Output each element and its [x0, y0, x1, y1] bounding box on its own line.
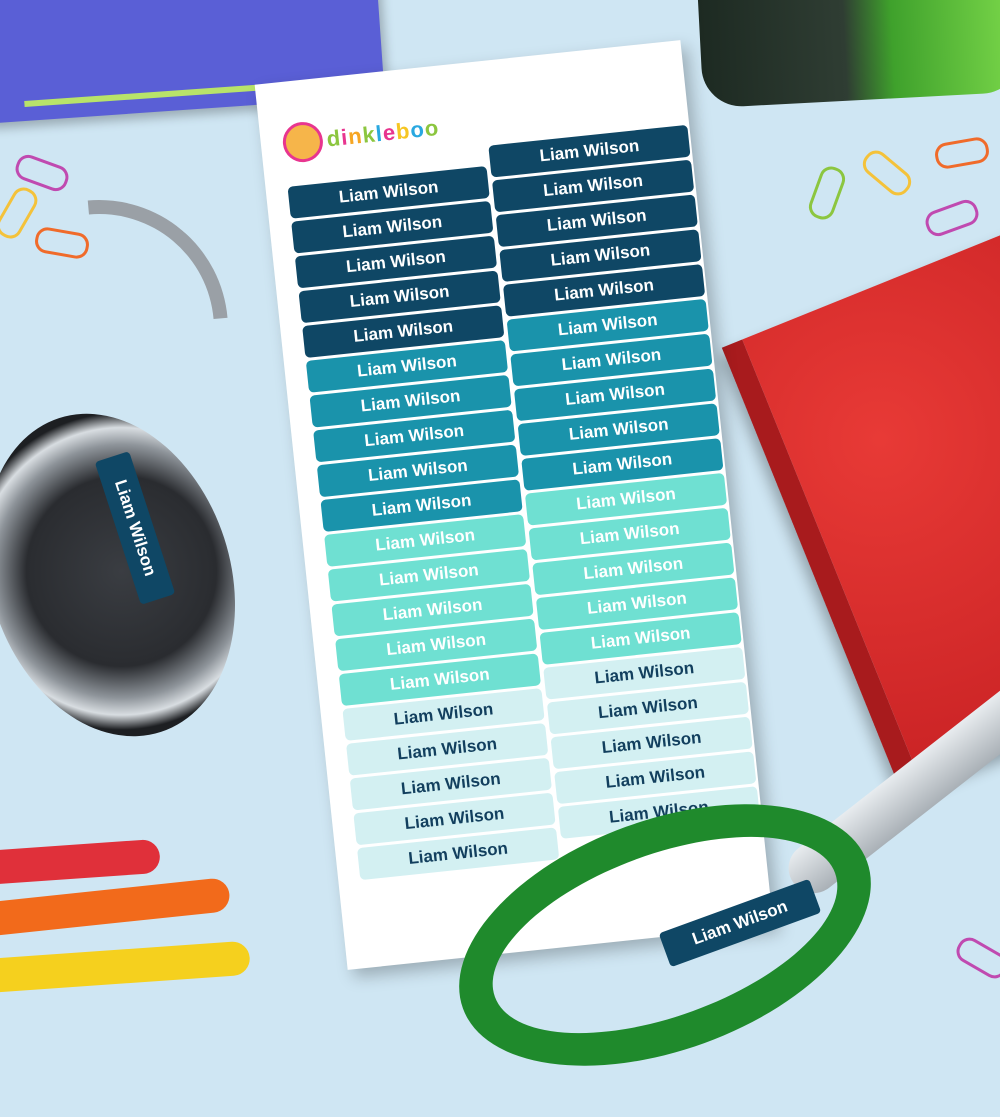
red-crayon [0, 838, 161, 886]
red-composition-notebook [721, 227, 1000, 793]
yellow-crayon [0, 940, 251, 994]
paper-clip [805, 163, 849, 223]
paper-clip [857, 145, 917, 201]
label-columns: Liam Wilson Liam Wilson Liam Wilson Liam Wi… [287, 124, 763, 881]
brand-name: dinkleboo [325, 114, 441, 152]
water-bottle [696, 0, 1000, 109]
paper-clip [952, 933, 1000, 983]
orange-crayon [0, 877, 232, 937]
dinkleboo-logo: dinkleboo [280, 108, 441, 165]
monkey-mascot-icon [280, 120, 325, 165]
paper-clip [933, 135, 991, 171]
paper-clip [922, 196, 982, 240]
